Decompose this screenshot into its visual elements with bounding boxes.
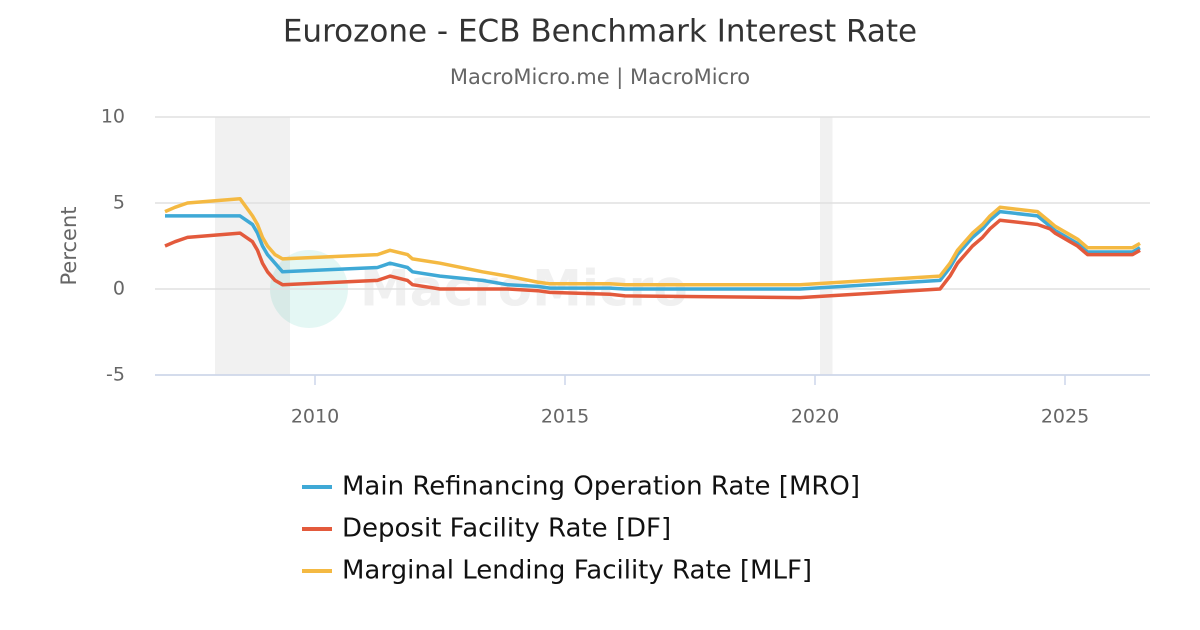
series-line: [164, 218, 1141, 300]
y-tick-label: 0: [113, 278, 125, 300]
shaded-range: [215, 117, 290, 375]
y-axis-label: Percent: [57, 206, 81, 285]
y-tick-label: 10: [101, 106, 125, 128]
chart-title: Eurozone - ECB Benchmark Interest Rate: [283, 14, 917, 50]
legend-label: Deposit Facility Rate [DF]: [342, 514, 671, 544]
y-tick-label: 5: [113, 192, 125, 214]
series-line: [165, 209, 1141, 291]
x-tick-label: 2025: [1041, 406, 1089, 428]
legend-label: Marginal Lending Facility Rate [MLF]: [342, 556, 812, 586]
x-tick-label: 2020: [791, 406, 839, 428]
x-tick-label: 2015: [541, 406, 589, 428]
series-line: [164, 196, 1141, 287]
legend-label: Main Refinancing Operation Rate [MRO]: [342, 472, 860, 502]
shaded-range: [820, 117, 833, 375]
chart-subtitle: MacroMicro.me | MacroMicro: [450, 65, 750, 90]
y-tick-label: -5: [106, 364, 125, 386]
x-tick-label: 2010: [291, 406, 339, 428]
